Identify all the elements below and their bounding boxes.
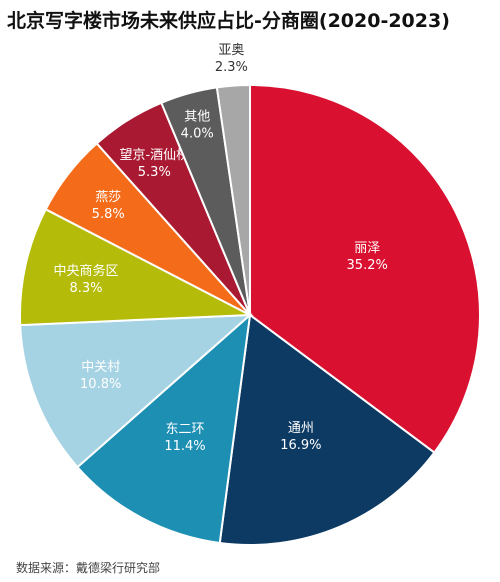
slice-value-label-3: 10.8%: [80, 377, 121, 392]
slice-value-label-4: 8.3%: [69, 281, 102, 296]
pie-slice-1: [218, 313, 436, 546]
slice-name-label-7: 其他: [184, 109, 210, 124]
slice-name-label-5: 燕莎: [95, 190, 121, 205]
slice-name-label-2: 东二环: [165, 422, 204, 437]
slice-name-label-1: 通州: [288, 421, 314, 436]
chart-title: 北京写字楼市场未来供应占比-分商圈(2020-2023): [7, 10, 450, 32]
slice-name-label-4: 中央商务区: [53, 263, 118, 279]
data-source: 数据来源：戴德梁行研究部: [16, 561, 161, 575]
slice-name-label-8: 亚奥: [218, 43, 244, 58]
pie-slice-4: [19, 207, 254, 327]
slice-value-label-1: 16.9%: [280, 438, 321, 453]
slice-name-label-3: 中关村: [81, 360, 120, 375]
pie-slice-0: [249, 83, 481, 454]
slice-name-label-6: 望京-酒仙桥: [119, 147, 189, 163]
pie-slice-8: [215, 83, 251, 316]
slice-value-label-6: 5.3%: [138, 165, 171, 180]
slice-value-label-5: 5.8%: [92, 207, 125, 222]
slice-value-label-0: 35.2%: [347, 258, 388, 273]
pie-slice-2: [76, 312, 252, 545]
pie-slice-3: [19, 313, 253, 469]
slice-name-label-0: 丽泽: [354, 241, 380, 256]
slice-value-label-2: 11.4%: [164, 439, 205, 454]
slice-value-label-8: 2.3%: [215, 60, 248, 75]
slice-value-label-7: 4.0%: [181, 126, 214, 141]
